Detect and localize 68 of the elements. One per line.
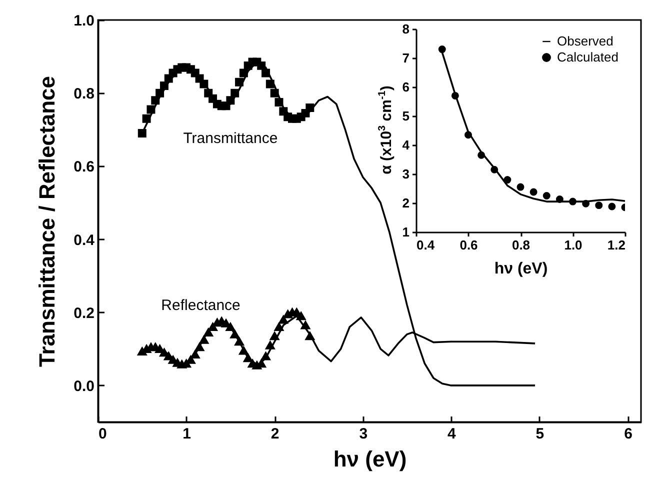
y-tick-label: 0.8 <box>74 86 94 103</box>
point <box>266 341 275 350</box>
y-tick-label: 2 <box>402 196 410 210</box>
point <box>142 114 151 123</box>
y-tick-label: 1 <box>402 224 410 240</box>
x-tick-label: 0.8 <box>512 238 530 252</box>
point <box>278 316 288 324</box>
point <box>257 61 266 70</box>
point <box>274 98 284 106</box>
x-tick-label: 4 <box>448 426 456 442</box>
x-tick-label: 5 <box>536 426 544 442</box>
point <box>221 319 231 328</box>
point <box>270 332 280 340</box>
x-axis-title: hν (eV) <box>333 446 407 472</box>
x-axis-title: hν (eV) <box>494 260 548 278</box>
x-tick-label: 2 <box>270 426 280 442</box>
x-tick-label: 0.4 <box>416 238 436 252</box>
y-tick-label: 0.2 <box>74 304 94 322</box>
x-tick-label: 1 <box>182 426 191 442</box>
point <box>226 322 235 332</box>
point <box>151 96 160 105</box>
point <box>274 322 284 332</box>
y-tick-label: 1.0 <box>74 12 94 30</box>
point <box>146 105 156 114</box>
x-tick-label: 1.2 <box>607 238 626 252</box>
series-label: Transmittance <box>183 130 278 148</box>
point <box>204 328 213 337</box>
y-tick-label: 5 <box>402 108 410 124</box>
y-tick-label: 3 <box>402 166 410 182</box>
point <box>239 346 248 355</box>
point <box>262 68 270 78</box>
point <box>208 322 218 332</box>
point <box>261 352 270 360</box>
point <box>226 96 235 105</box>
point <box>305 332 314 340</box>
y-tick-label: 6 <box>402 80 410 94</box>
x-tick-label: 6 <box>624 426 632 442</box>
point <box>306 103 314 112</box>
point <box>244 354 253 362</box>
series-label: Reflectance <box>161 297 240 314</box>
y-tick-label: 0.6 <box>74 158 94 176</box>
point <box>230 330 240 338</box>
y-tick-label: 7 <box>402 50 410 66</box>
legend-label: Observed <box>557 34 614 48</box>
legend-label: Calculated <box>557 50 618 64</box>
x-tick-label: 0.6 <box>460 238 478 252</box>
point <box>195 343 204 352</box>
point <box>270 88 279 98</box>
point <box>199 336 208 344</box>
y-tick-label: 4 <box>402 138 410 152</box>
point <box>266 80 274 88</box>
point <box>230 88 240 98</box>
point <box>296 312 306 320</box>
x-tick-label: 3 <box>359 426 368 442</box>
x-tick-label: 0 <box>98 426 107 442</box>
point <box>239 68 248 78</box>
y-tick-label: 8 <box>402 22 410 36</box>
y-tick-label: 0.0 <box>74 378 94 395</box>
point <box>138 129 146 138</box>
point <box>160 82 168 90</box>
y-axis-title: Transmittance / Reflectance <box>34 76 60 368</box>
point <box>156 88 164 98</box>
point <box>190 350 200 358</box>
x-tick-label: 1.0 <box>564 238 582 252</box>
point <box>235 78 244 86</box>
point <box>300 321 310 330</box>
point <box>234 338 244 346</box>
point <box>200 80 208 88</box>
